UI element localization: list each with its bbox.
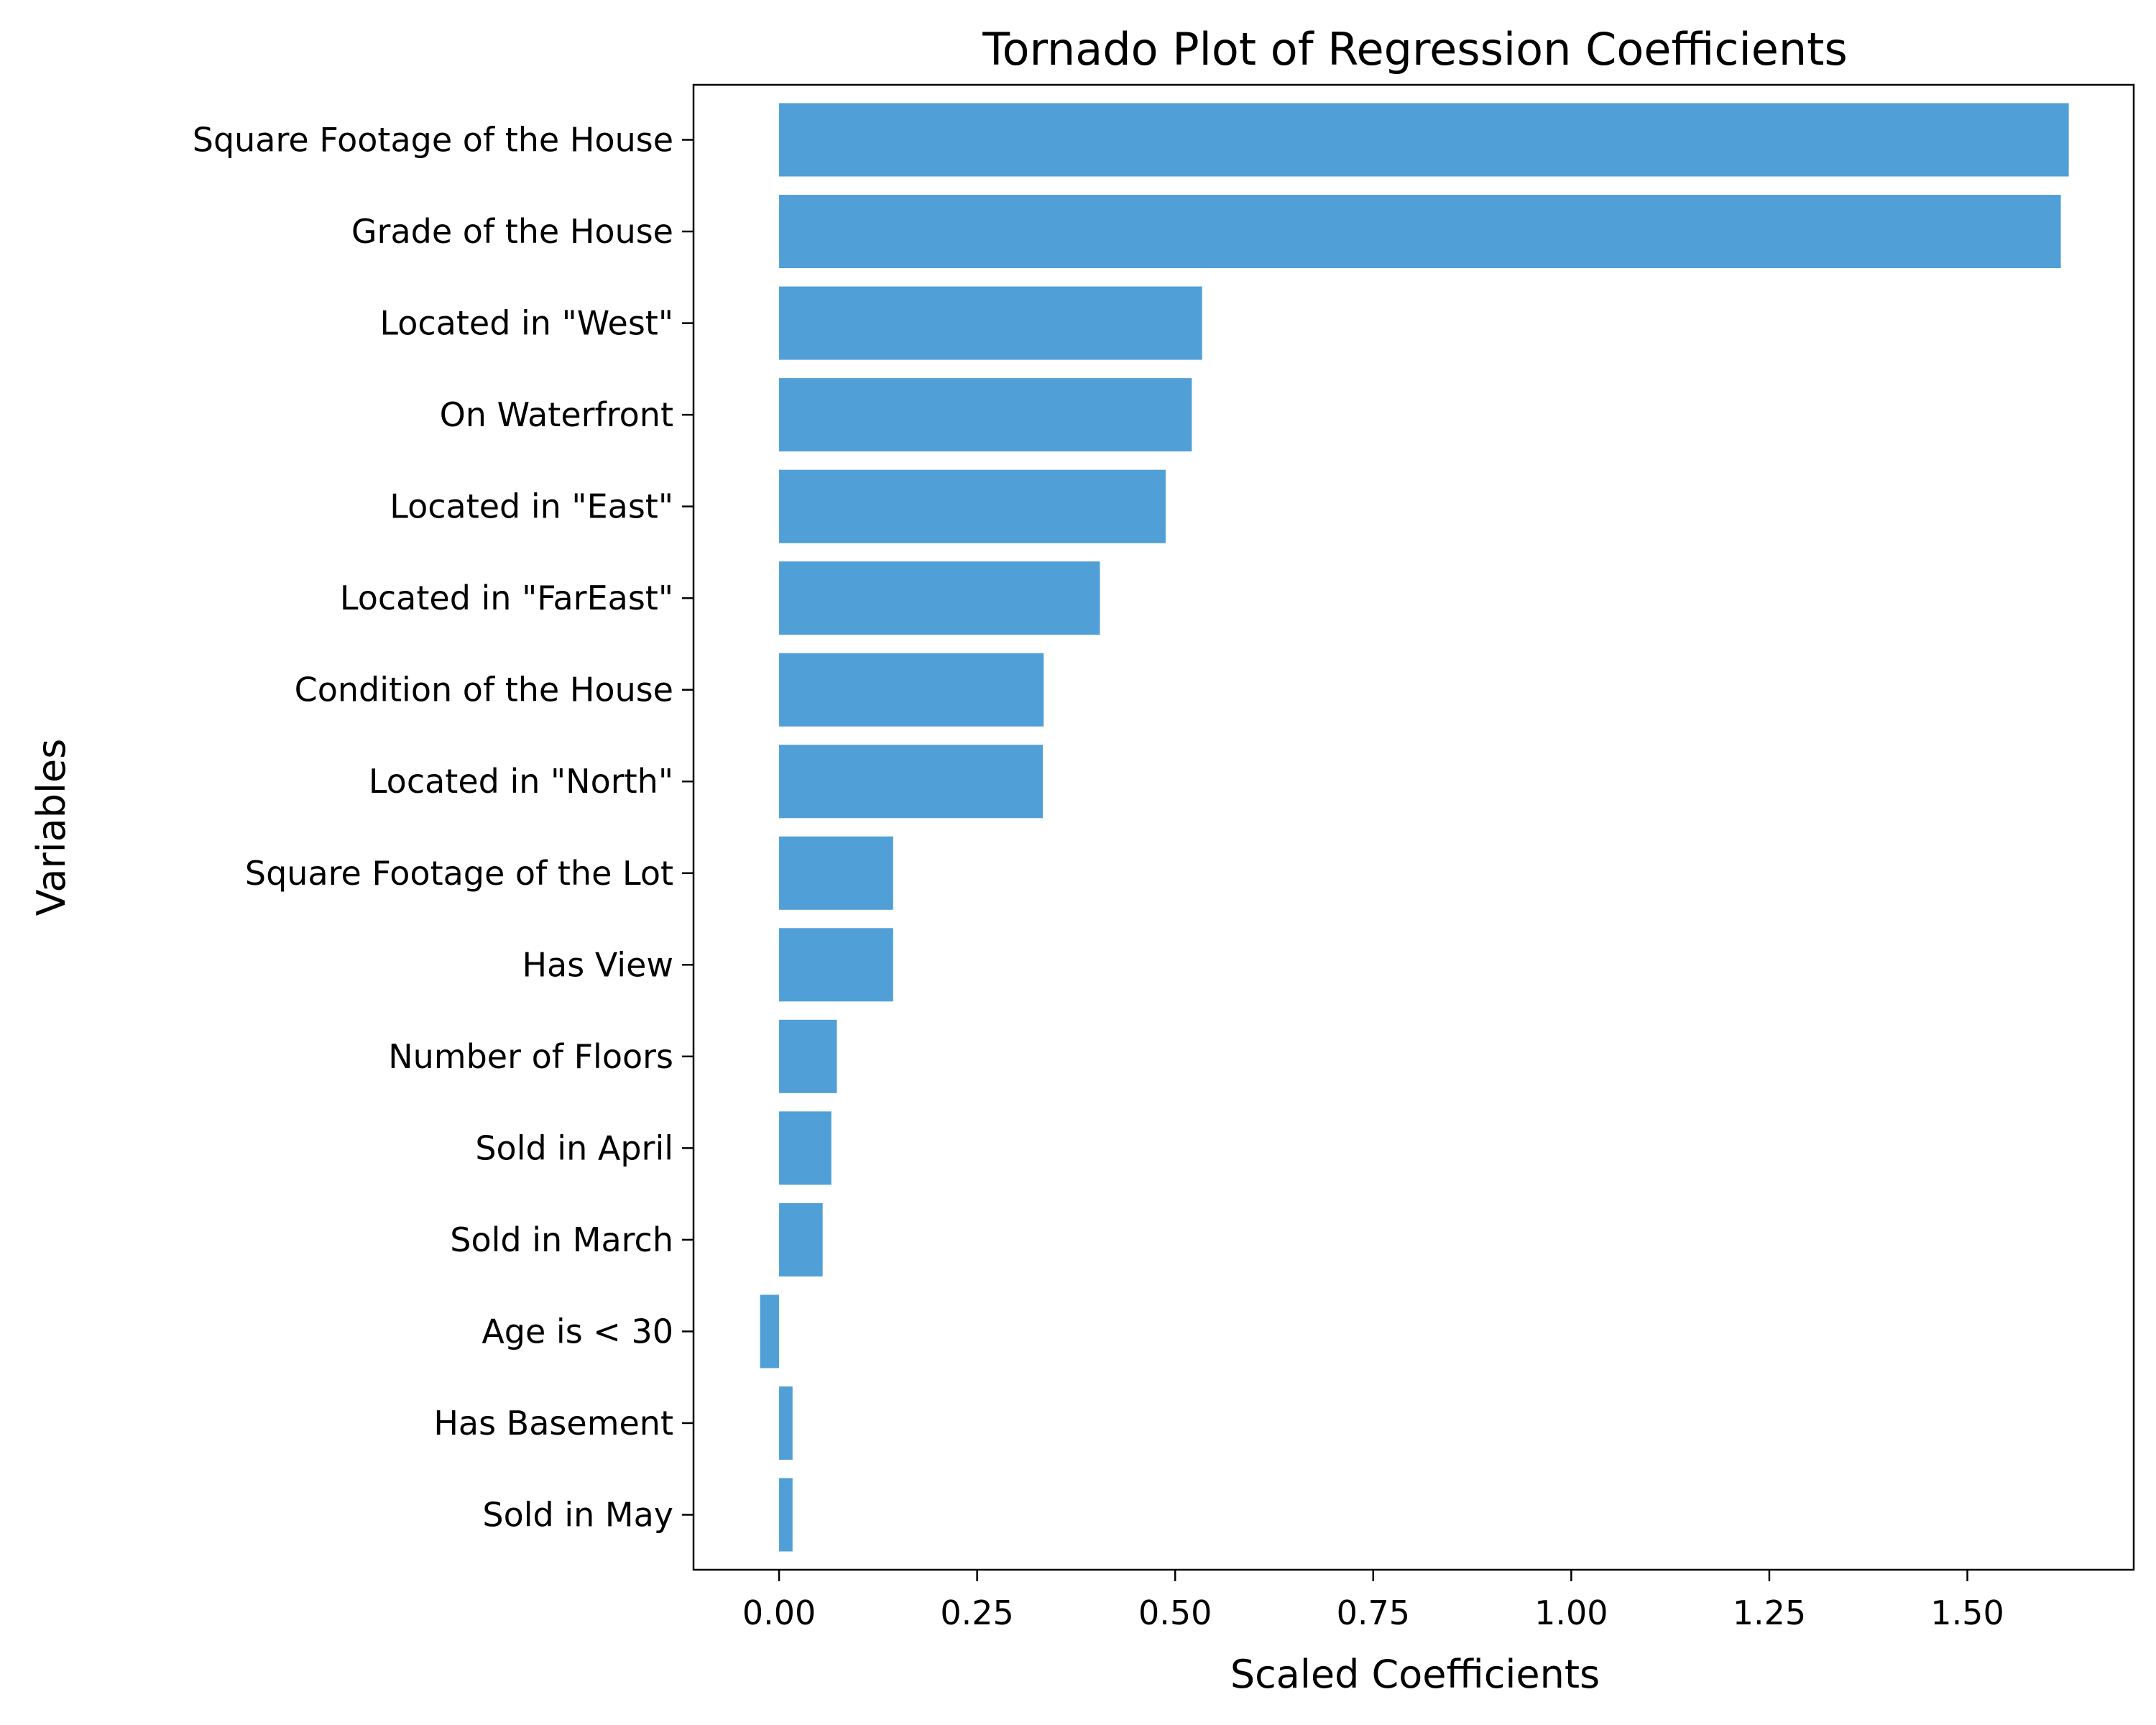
- bar: [760, 1294, 780, 1368]
- x-tick-label: 0.75: [1337, 1593, 1410, 1632]
- bar: [779, 286, 1202, 360]
- y-tick-label: Age is < 30: [482, 1312, 673, 1351]
- y-axis-ticks: Square Footage of the House Grade of the …: [193, 121, 694, 1534]
- bar: [779, 469, 1166, 543]
- y-tick-label: Grade of the House: [351, 212, 673, 251]
- y-tick-label: Sold in April: [475, 1128, 673, 1167]
- bar: [779, 103, 2069, 177]
- x-tick-label: 1.50: [1930, 1593, 2004, 1632]
- bar: [779, 653, 1044, 727]
- chart-title: Tornado Plot of Regression Coefficients: [982, 23, 1848, 75]
- x-tick-label: 0.50: [1138, 1593, 1212, 1632]
- y-axis-label: Variables: [29, 739, 74, 916]
- bar: [779, 745, 1044, 819]
- bar: [779, 1478, 793, 1552]
- x-tick-label: 0.00: [742, 1593, 816, 1632]
- bar: [779, 1019, 837, 1093]
- bar: [779, 561, 1100, 635]
- bar: [779, 1386, 793, 1460]
- y-tick-label: Square Footage of the Lot: [245, 854, 673, 893]
- y-tick-label: Condition of the House: [295, 671, 673, 709]
- y-tick-label: On Waterfront: [440, 395, 673, 434]
- y-tick-label: Located in "West": [379, 304, 673, 343]
- y-tick-label: Located in "North": [369, 762, 673, 801]
- y-tick-label: Number of Floors: [388, 1037, 673, 1076]
- bars-group: [760, 103, 2069, 1552]
- bar: [779, 836, 893, 910]
- bar: [779, 378, 1192, 452]
- bar: [779, 928, 893, 1002]
- y-tick-label: Has View: [522, 945, 673, 984]
- y-tick-label: Sold in May: [482, 1495, 673, 1534]
- plot-frame: [692, 83, 2135, 1571]
- y-tick-label: Located in "East": [390, 487, 673, 526]
- x-tick-label: 0.25: [940, 1593, 1013, 1632]
- x-tick-label: 1.00: [1534, 1593, 1608, 1632]
- x-tick-label: 1.25: [1733, 1593, 1806, 1632]
- x-axis-label: Scaled Coefficients: [1230, 1652, 1600, 1697]
- y-tick-label: Has Basement: [433, 1404, 673, 1443]
- bar: [779, 1111, 831, 1185]
- bar: [779, 195, 2061, 269]
- y-tick-label: Square Footage of the House: [193, 121, 673, 160]
- bar: [779, 1202, 823, 1276]
- y-tick-label: Located in "FarEast": [340, 579, 673, 617]
- y-tick-label: Sold in March: [450, 1220, 673, 1259]
- x-axis-ticks: 0.00 0.25 0.50 0.75 1.00 1.25 1.50: [742, 1570, 2004, 1632]
